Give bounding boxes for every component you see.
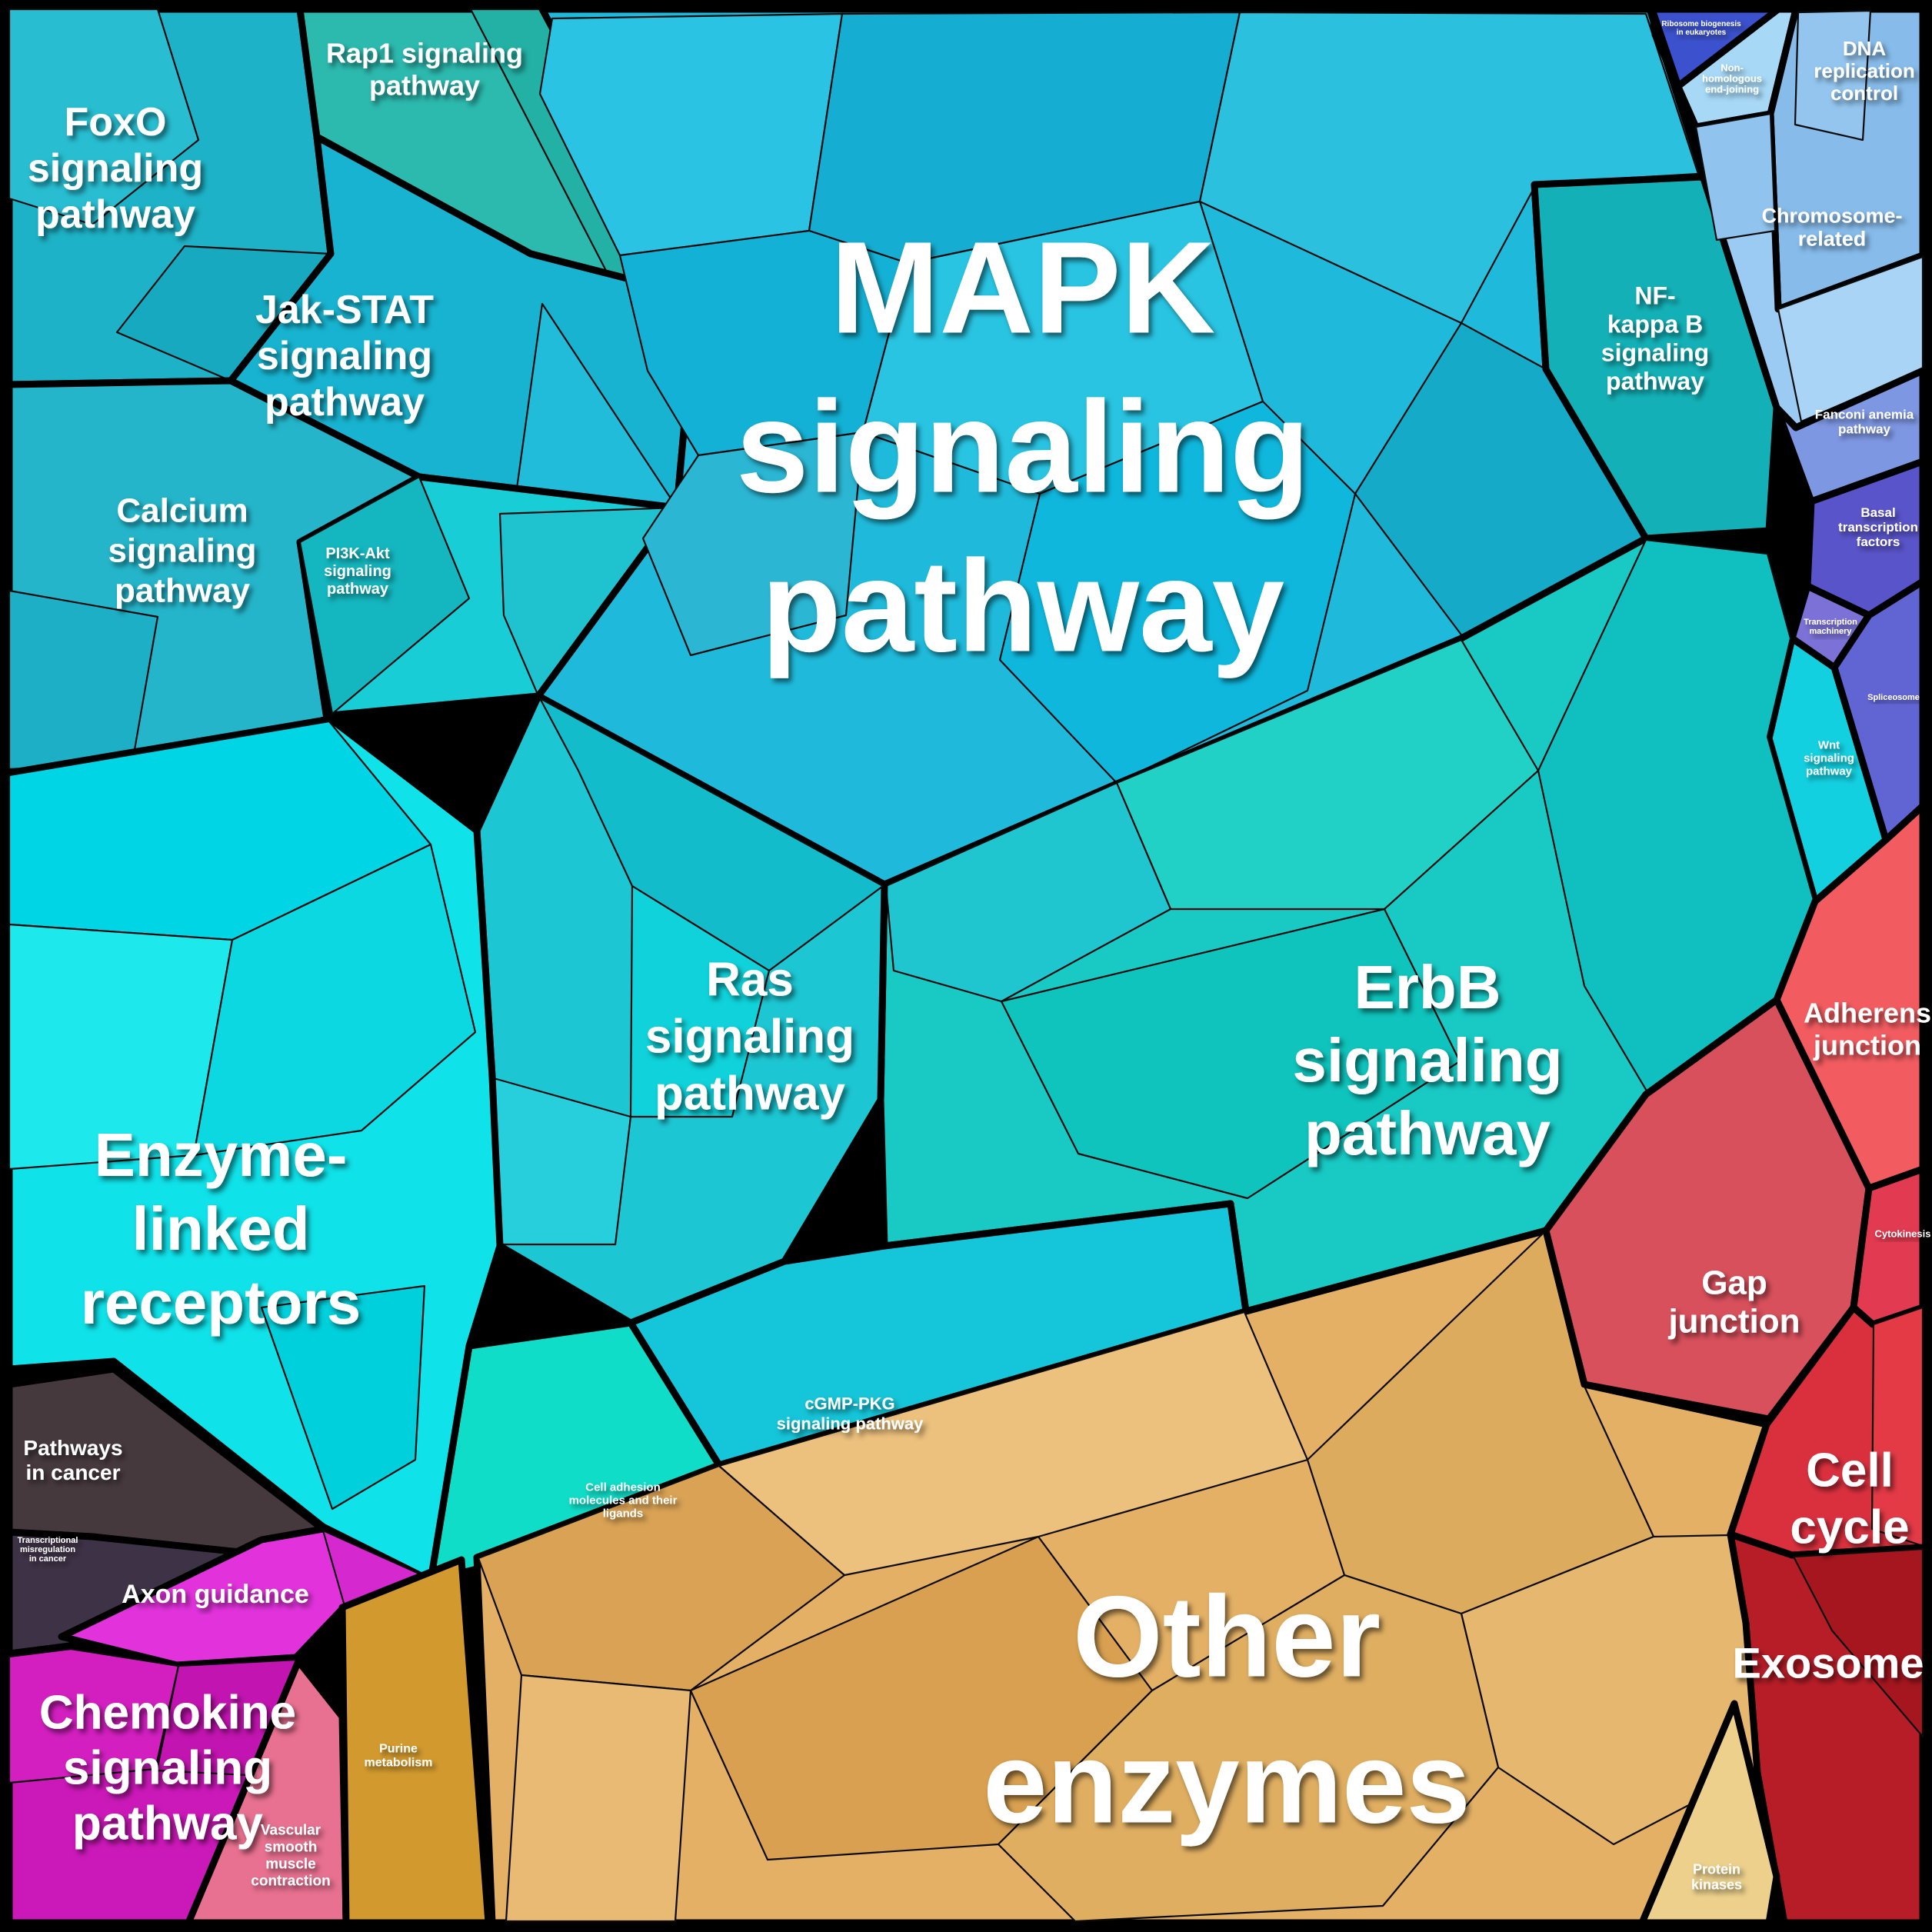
region-chromosome-subcell-1 [1694,112,1777,242]
pathways_cancer-label: Pathways in cancer [23,1436,122,1484]
region-ras [473,692,888,1327]
region-dna_replication-subcell-0 [1794,9,1872,142]
region-erbb-subcell-2 [884,781,1172,1003]
exosome-label: Exosome [1733,1639,1924,1687]
enzyme_linked-label: Enzyme-linked receptors [81,1121,361,1337]
rap1-label: Rap1 signaling pathway [326,38,523,102]
region-pi3k-subcell-0 [298,475,471,715]
region-purine-area [338,1556,492,1927]
region-enzyme_linked-subcell-2 [192,843,477,1157]
mapk-label: MAPK signaling pathway [736,215,1310,680]
transcriptional_misregulation-label: Transcriptional misregulation in cancer [18,1536,78,1564]
nhej-label: Non-homologous end-joining [1702,62,1762,95]
region-enzyme_linked [5,715,504,1584]
ribosome_biogenesis-label: Ribosome biogenesis in eukaryotes [1661,20,1741,37]
region-chromosome [1692,110,1927,431]
region-calcium-subcell-0 [8,589,159,771]
region-enzyme_linked-subcell-3 [260,1284,426,1511]
axon_guidance-label: Axon guidance [122,1580,309,1609]
region-fanconi [1773,367,1927,505]
region-mapk [535,5,1707,888]
region-protein_kinases [1638,1700,1780,1927]
region-dna_replication [1767,5,1927,313]
pi3k-label: PI3K-Akt signaling pathway [324,545,391,598]
region-purine [338,1556,492,1927]
spliceosome-label: Spliceosome [1867,693,1920,702]
cgmp-label: cGMP-PKG signaling pathway [777,1394,924,1434]
region-protein_kinases-area [1638,1700,1780,1927]
transcription_machinery-label: Transcription machinery [1804,618,1857,636]
cytokinesis-label: Cytokinesis [1875,1228,1931,1240]
vascular-label: Vascular smooth muscle contraction [251,1823,330,1890]
region-erbb-subcell-3 [1000,908,1461,1200]
region-erbb [877,535,1819,1315]
regions-layer [5,5,1927,1927]
ras-label: Ras signaling pathway [645,954,854,1121]
region-mapk-subcell-6 [641,431,864,657]
calcium-label: Calcium signaling pathway [108,491,256,609]
fanconi-label: Fanconi anemia pathway [1815,407,1914,436]
dna_replication-label: DNA replication control [1814,37,1914,105]
purine-label: Purine metabolism [365,1743,433,1770]
cell_adhesion-label: Cell adhesion molecules and their ligands [569,1481,678,1520]
region-other_enzymes-subcell-6 [997,1574,1500,1923]
region-other_enzymes-subcell-3 [505,1674,692,1923]
region-other_enzymes [473,1227,1773,1927]
chemokine-label: Chemokine signaling pathway [39,1687,296,1850]
region-fanconi-area [1773,367,1927,505]
region-exosome-subcell-0 [1792,1547,1924,1738]
jakstat-label: Jak-STAT signaling pathway [255,288,434,425]
adherens-label: Adherens junction [1804,998,1931,1061]
region-mapk-subcell-7 [998,400,1357,784]
region-ribosome_biogenesis [1648,5,1782,90]
region-other_enzymes-subcell-0 [477,1464,846,1692]
protein_kinases-label: Protein kinases [1691,1861,1742,1892]
labels-layer: FoxO signaling pathway Rap1 signaling pathwa… [18,20,1931,1892]
region-exosome [1727,1531,1927,1927]
other_enzymes-label: Other enzymes [983,1572,1471,1847]
region-chemokine-subcell-0 [8,1647,180,1784]
wnt-label: Wnt signaling pathway [1804,738,1854,778]
region-other_enzymes-subcell-1 [718,1311,1309,1577]
region-ribosome_biogenesis-area [1648,5,1782,90]
region-ras-subcell-1 [629,884,771,1118]
gap_junction-label: Gap junction [1667,1264,1800,1340]
cell_cycle-label: Cell cycle [1790,1444,1909,1554]
erbb-label: ErbB signaling pathway [1292,953,1562,1168]
region-foxo-subcell-0 [8,8,200,226]
region-erbb-subcell-1 [1537,538,1815,1094]
chromosome-label: Chromosome-related [1761,204,1902,250]
foxo-label: FoxO signaling pathway [28,100,203,237]
basal_tf-label: Basal transcription factors [1838,505,1918,549]
